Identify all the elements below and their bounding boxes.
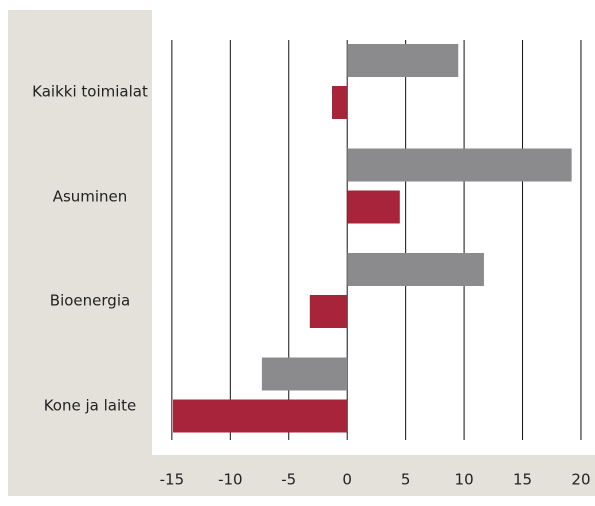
bar (332, 86, 348, 119)
x-tick-label: 15 (513, 471, 532, 489)
bar (347, 190, 400, 224)
x-tick-label: -5 (281, 471, 296, 489)
x-tick-label: 0 (342, 471, 352, 489)
bar (261, 357, 348, 391)
y-tick-label: Kaikki toimialat (32, 82, 148, 101)
x-tick-label: 10 (455, 471, 474, 489)
x-tick-label: -10 (218, 471, 243, 489)
x-tick-label: 5 (401, 471, 411, 489)
bar (347, 253, 484, 286)
x-tick-label: -15 (160, 471, 185, 489)
y-tick-label: Bioenergia (49, 291, 131, 310)
bar (173, 399, 348, 433)
x-tick-label: 20 (571, 471, 590, 489)
bar (347, 44, 459, 77)
y-tick-label: Asuminen (52, 187, 128, 206)
bar (347, 148, 572, 182)
y-tick-label: Kone ja laite (43, 396, 137, 415)
bar (309, 295, 348, 328)
